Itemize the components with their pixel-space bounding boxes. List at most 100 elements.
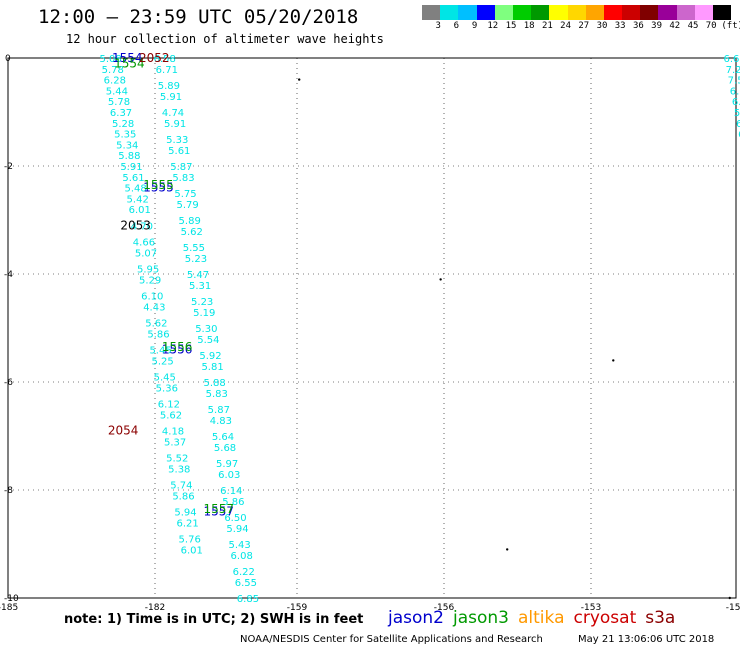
- swh-value: 6.21: [176, 518, 198, 529]
- swh-value: 5.83: [172, 173, 194, 184]
- y-tick-label: -2: [4, 162, 13, 172]
- swh-value: 5.42: [127, 194, 149, 205]
- credit-text: NOAA/NESDIS Center for Satellite Applica…: [240, 634, 543, 645]
- swh-value: 5.45: [149, 346, 171, 357]
- swh-value: 5.23: [185, 254, 207, 265]
- legend-item-altika: altika: [518, 608, 565, 628]
- swh-value: 6.12: [158, 400, 180, 411]
- swh-value: 4.18: [162, 427, 184, 438]
- swh-value: 5.23: [191, 297, 213, 308]
- swh-value: 5.34: [116, 140, 138, 151]
- pass-label: 2054: [108, 424, 139, 438]
- swh-value: 5.62: [181, 227, 203, 238]
- swh-value: 6.37: [110, 108, 132, 119]
- swh-value: 4.83: [210, 416, 232, 427]
- swh-value: 5.25: [152, 356, 174, 367]
- swh-value: 6.75: [736, 119, 740, 130]
- swh-value: 5.86: [172, 491, 194, 502]
- swh-value: 5.74: [170, 481, 192, 492]
- colorbar-cell: [476, 5, 495, 20]
- legend-item-jason2: jason2: [388, 608, 444, 628]
- colorbar-cell: [512, 5, 532, 20]
- swh-value: 5.38: [168, 464, 190, 475]
- swh-value: 5.86: [222, 497, 244, 508]
- swh-value: 5.37: [164, 437, 186, 448]
- swh-value: 5.30: [195, 324, 217, 335]
- colorbar-cell: [567, 5, 586, 20]
- swh-value: 5.61: [122, 173, 144, 184]
- pass-label: 1556: [162, 343, 193, 357]
- colorbar-label: 36: [632, 21, 644, 31]
- swh-value: 5.97: [216, 459, 238, 470]
- swh-value: 5.81: [201, 362, 223, 373]
- swh-value: 5.76: [179, 535, 201, 546]
- swh-value: 5.91: [120, 162, 142, 173]
- pass-label: 1554: [112, 51, 143, 65]
- swh-value: 6.14: [220, 486, 242, 497]
- swh-value: 5.78: [102, 65, 124, 76]
- swh-value: 6.03: [218, 470, 240, 481]
- x-tick-label: -150: [726, 603, 740, 613]
- swh-value: 4.70: [131, 221, 153, 232]
- colorbar-cell: [694, 5, 713, 20]
- colorbar-cell: [494, 5, 513, 20]
- swh-value: 6.50: [224, 513, 246, 524]
- swh-value: 5.91: [160, 92, 182, 103]
- pass-label: 1555: [143, 178, 174, 192]
- colorbar-cell: [640, 5, 659, 20]
- swh-value: 5.45: [154, 373, 176, 384]
- colorbar-cell: [422, 5, 441, 20]
- colorbar-label: 42: [669, 21, 681, 31]
- swh-value: 6.91: [738, 130, 740, 141]
- island-marker: [728, 596, 731, 600]
- swh-value: 5.35: [114, 130, 136, 141]
- colorbar-cell: [458, 5, 477, 20]
- colorbar-label: 45: [687, 21, 699, 31]
- footer-note: note: 1) Time is in UTC; 2) SWH is in fe…: [64, 612, 364, 627]
- colorbar-cell: [531, 5, 550, 20]
- swh-value: 5.47: [187, 270, 209, 281]
- swh-value: 5.94: [226, 524, 248, 535]
- swh-value: 6.22: [233, 567, 255, 578]
- colorbar-label: 39: [651, 21, 663, 31]
- swh-value: 5.68: [214, 443, 236, 454]
- swh-value: 5.19: [193, 308, 215, 319]
- colorbar-label: 3: [435, 21, 441, 31]
- swh-value: 5.62: [145, 319, 167, 330]
- swh-value: 5.55: [183, 243, 205, 254]
- swh-value: 6.01: [129, 205, 151, 216]
- swh-value: 5.89: [158, 81, 180, 92]
- swh-value: 5.61: [168, 146, 190, 157]
- swh-value: 7.58: [728, 76, 740, 87]
- island-marker: [439, 278, 442, 281]
- colorbar-label: 21: [541, 21, 553, 31]
- swh-value: 7.26: [726, 65, 740, 76]
- swh-value: 6.34: [730, 86, 740, 97]
- island-marker: [506, 548, 509, 551]
- swh-value: 5.87: [208, 405, 230, 416]
- x-tick-label: -156: [434, 603, 455, 613]
- island-marker: [298, 78, 301, 81]
- swh-value: 5.79: [176, 200, 198, 211]
- colorbar-cell: [658, 5, 677, 20]
- swh-value: 5.92: [199, 351, 221, 362]
- swh-value: 6.05: [732, 97, 740, 108]
- swh-value: 5.08: [100, 54, 122, 65]
- swh-value: 6.28: [104, 76, 126, 87]
- swh-value: 5.44: [106, 86, 128, 97]
- swh-value: 5.64: [212, 432, 234, 443]
- swh-value: 5.91: [164, 119, 186, 130]
- x-tick-label: -182: [145, 603, 165, 613]
- swh-value: 5.43: [228, 540, 250, 551]
- swh-value: 5.88: [204, 378, 226, 389]
- swh-value: 6.08: [231, 551, 253, 562]
- colorbar-label: 12: [487, 21, 499, 31]
- colorbar-cell: [603, 5, 623, 20]
- legend-item-jason3: jason3: [453, 608, 509, 628]
- swh-value: 5.83: [206, 389, 228, 400]
- y-tick-label: -8: [4, 486, 13, 496]
- x-tick-label: -159: [287, 603, 308, 613]
- swh-value: 6.10: [141, 292, 163, 303]
- swh-value: 4.66: [133, 238, 155, 249]
